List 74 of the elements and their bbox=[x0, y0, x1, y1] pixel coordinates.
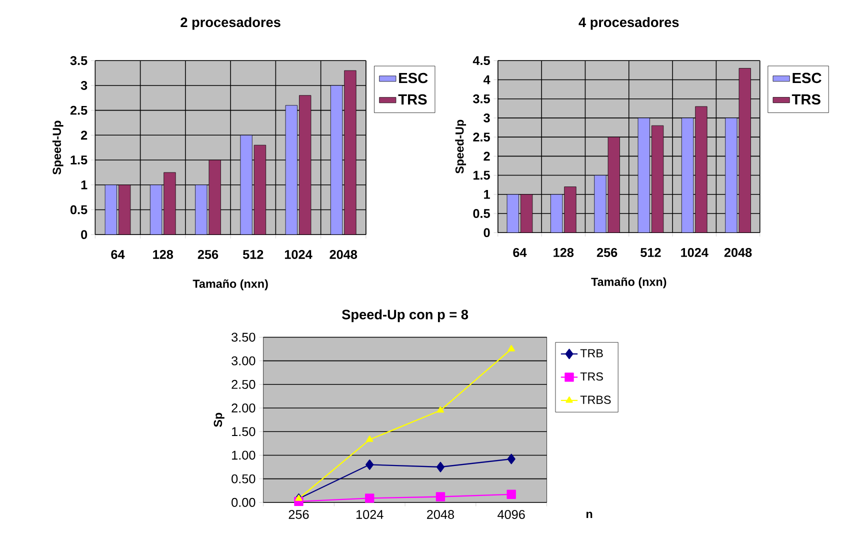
point bbox=[507, 454, 516, 464]
y-tick-label: 1.5 bbox=[70, 156, 88, 165]
y-tick-label: 1 bbox=[484, 190, 490, 199]
y-tick-label: 2.50 bbox=[232, 380, 256, 390]
x-tick-label: 128 bbox=[554, 248, 574, 258]
y-tick-label: 1.5 bbox=[474, 171, 490, 180]
chart-title: Speed-Up con p = 8 bbox=[342, 310, 468, 322]
x-tick-label: 2048 bbox=[330, 250, 358, 260]
y-tick-label: 2.00 bbox=[232, 404, 256, 413]
point bbox=[366, 460, 374, 470]
x-axis-title: Tamaño (nxn) bbox=[591, 278, 666, 288]
x-tick-label: 512 bbox=[242, 250, 264, 260]
x-tick-label: 256 bbox=[596, 248, 618, 258]
y-tick-label: 0.50 bbox=[232, 474, 256, 484]
x-tick-label: 64 bbox=[513, 248, 527, 258]
legend-label: ESC bbox=[792, 72, 822, 84]
point bbox=[436, 406, 444, 413]
legend-label: ESC bbox=[399, 73, 428, 84]
y-tick-label: 2 bbox=[80, 130, 88, 140]
chart-title: 2 procesadores bbox=[180, 17, 280, 30]
legend-label: TRS bbox=[792, 94, 820, 105]
y-tick-label: 0.5 bbox=[70, 205, 88, 214]
bar bbox=[118, 184, 131, 235]
y-tick-label: 2.5 bbox=[70, 106, 88, 115]
point bbox=[436, 462, 445, 472]
point bbox=[295, 494, 302, 502]
bar bbox=[208, 160, 221, 235]
y-tick-label: 3 bbox=[80, 81, 88, 90]
x-tick-label: 256 bbox=[288, 510, 309, 520]
x-axis-title: n bbox=[586, 512, 592, 518]
y-tick-label: 1.50 bbox=[232, 427, 256, 436]
bar bbox=[164, 172, 176, 235]
y-tick-label: 3.50 bbox=[232, 332, 256, 342]
y-tick-label: 2.5 bbox=[473, 132, 490, 142]
y-tick-label: 3.00 bbox=[232, 356, 256, 366]
bar bbox=[254, 145, 266, 235]
x-tick-label: 128 bbox=[153, 250, 174, 260]
bar bbox=[344, 70, 356, 235]
point bbox=[365, 494, 374, 503]
x-tick-label: 1024 bbox=[681, 248, 708, 258]
x-tick-label: 2048 bbox=[427, 510, 454, 520]
x-tick-label: 1024 bbox=[356, 510, 384, 520]
y-tick-label: 0.00 bbox=[232, 498, 256, 508]
y-tick-label: 4 bbox=[483, 76, 490, 84]
point bbox=[506, 490, 516, 500]
y-tick-label: 0 bbox=[81, 230, 88, 240]
y-axis-title: Speed-Up bbox=[455, 120, 466, 174]
y-tick-label: 2 bbox=[484, 152, 490, 161]
x-tick-label: 2048 bbox=[724, 248, 752, 258]
bar bbox=[299, 95, 312, 235]
point bbox=[436, 492, 446, 502]
x-tick-label: 512 bbox=[640, 248, 661, 258]
y-tick-label: 3.5 bbox=[70, 56, 88, 66]
x-tick-label: 4096 bbox=[498, 510, 525, 520]
x-axis-title: Tamaño (nxn) bbox=[192, 279, 268, 290]
x-tick-label: 256 bbox=[198, 250, 218, 260]
legend-label: TRB bbox=[580, 349, 603, 358]
x-tick-label: 64 bbox=[111, 250, 125, 260]
y-tick-label: 3 bbox=[484, 114, 490, 123]
y-tick-label: 0.5 bbox=[473, 209, 490, 218]
chart-title: 4 procesadores bbox=[578, 17, 679, 30]
legend-label: TRS bbox=[398, 94, 427, 105]
legend-label: TRBS bbox=[580, 396, 611, 404]
point bbox=[508, 345, 515, 352]
x-tick-label: 1024 bbox=[284, 250, 312, 260]
y-axis-title: Sp bbox=[214, 412, 224, 428]
point bbox=[366, 436, 374, 442]
y-tick-label: 1 bbox=[81, 180, 88, 190]
legend-label: TRS bbox=[580, 372, 603, 381]
y-axis-title: Speed-Up bbox=[52, 120, 64, 175]
y-tick-label: 1.00 bbox=[232, 450, 256, 460]
y-tick-label: 0 bbox=[484, 228, 490, 238]
y-tick-label: 4.5 bbox=[472, 56, 490, 66]
y-tick-label: 3.5 bbox=[473, 94, 490, 104]
